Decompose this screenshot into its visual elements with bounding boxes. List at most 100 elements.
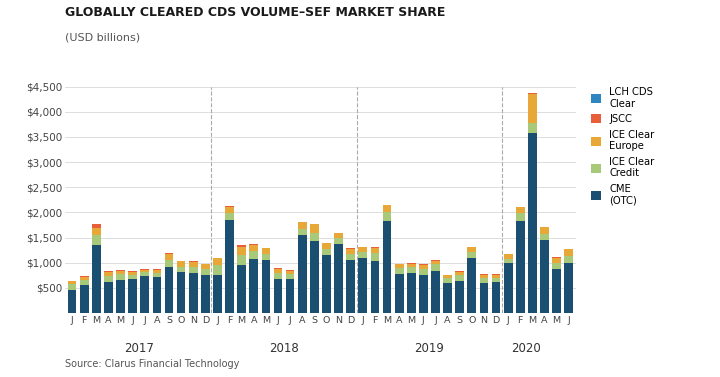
Bar (528, 93, 536, 94)
Bar (540, 234, 549, 239)
Bar (552, 264, 561, 269)
Bar (444, 283, 452, 313)
Bar (431, 260, 440, 261)
Bar (395, 274, 403, 313)
Bar (80, 277, 89, 280)
Bar (140, 270, 149, 273)
Bar (116, 270, 125, 271)
Bar (165, 261, 174, 267)
Bar (334, 244, 343, 313)
Bar (516, 213, 525, 221)
Bar (564, 249, 573, 256)
Bar (153, 270, 161, 273)
Bar (359, 258, 367, 313)
Bar (455, 271, 464, 272)
Bar (467, 252, 476, 258)
Bar (225, 206, 234, 207)
Bar (249, 259, 258, 313)
Bar (286, 274, 294, 279)
Bar (334, 238, 343, 244)
Bar (104, 271, 113, 272)
Bar (128, 275, 137, 279)
Bar (419, 275, 428, 313)
Bar (528, 133, 536, 313)
Bar (467, 258, 476, 313)
Bar (395, 264, 403, 268)
Bar (140, 273, 149, 276)
Bar (552, 269, 561, 313)
Bar (104, 282, 113, 313)
Legend: LCH CDS
Clear, JSCC, ICE Clear
Europe, ICE Clear
Credit, CME
(OTC): LCH CDS Clear, JSCC, ICE Clear Europe, I… (591, 87, 654, 205)
Bar (165, 267, 174, 313)
Bar (371, 248, 379, 253)
Bar (104, 276, 113, 282)
Bar (346, 260, 355, 313)
Bar (540, 227, 549, 234)
Bar (322, 243, 330, 249)
Bar (382, 221, 392, 313)
Bar (310, 224, 319, 233)
Bar (213, 265, 222, 275)
Bar (213, 275, 222, 313)
Bar (382, 205, 392, 212)
Bar (128, 279, 137, 313)
Bar (261, 260, 270, 313)
Bar (92, 228, 101, 235)
Bar (176, 267, 186, 272)
Bar (528, 123, 536, 133)
Bar (116, 271, 125, 274)
Bar (467, 247, 476, 252)
Bar (359, 252, 367, 258)
Bar (407, 264, 415, 267)
Bar (310, 241, 319, 313)
Bar (128, 272, 137, 275)
Bar (419, 264, 428, 265)
Bar (274, 268, 282, 269)
Bar (431, 261, 440, 264)
Bar (68, 290, 76, 313)
Bar (286, 270, 294, 271)
Bar (540, 239, 549, 313)
Bar (480, 279, 488, 283)
Bar (346, 248, 355, 254)
Bar (249, 244, 258, 245)
Bar (165, 254, 174, 261)
Bar (516, 207, 525, 213)
Bar (116, 280, 125, 313)
Bar (310, 233, 319, 241)
Bar (504, 263, 513, 313)
Bar (322, 249, 330, 255)
Bar (455, 281, 464, 313)
Bar (564, 256, 573, 263)
Bar (92, 235, 101, 245)
Bar (480, 275, 488, 279)
Bar (140, 276, 149, 313)
Text: 2020: 2020 (511, 342, 541, 355)
Bar (298, 222, 307, 229)
Bar (225, 213, 234, 221)
Bar (92, 245, 101, 313)
Bar (201, 264, 210, 269)
Bar (116, 274, 125, 280)
Bar (189, 261, 197, 262)
Bar (128, 271, 137, 272)
Bar (249, 251, 258, 259)
Bar (68, 284, 76, 290)
Bar (395, 268, 403, 274)
Bar (528, 94, 536, 123)
Bar (455, 272, 464, 276)
Bar (238, 245, 246, 247)
Bar (407, 273, 415, 313)
Bar (238, 247, 246, 255)
Bar (431, 271, 440, 313)
Bar (238, 255, 246, 265)
Bar (176, 261, 186, 267)
Bar (492, 275, 500, 278)
Bar (298, 229, 307, 236)
Bar (407, 267, 415, 273)
Bar (552, 257, 561, 264)
Bar (492, 278, 500, 282)
Bar (261, 254, 270, 260)
Bar (249, 245, 258, 251)
Bar (213, 258, 222, 265)
